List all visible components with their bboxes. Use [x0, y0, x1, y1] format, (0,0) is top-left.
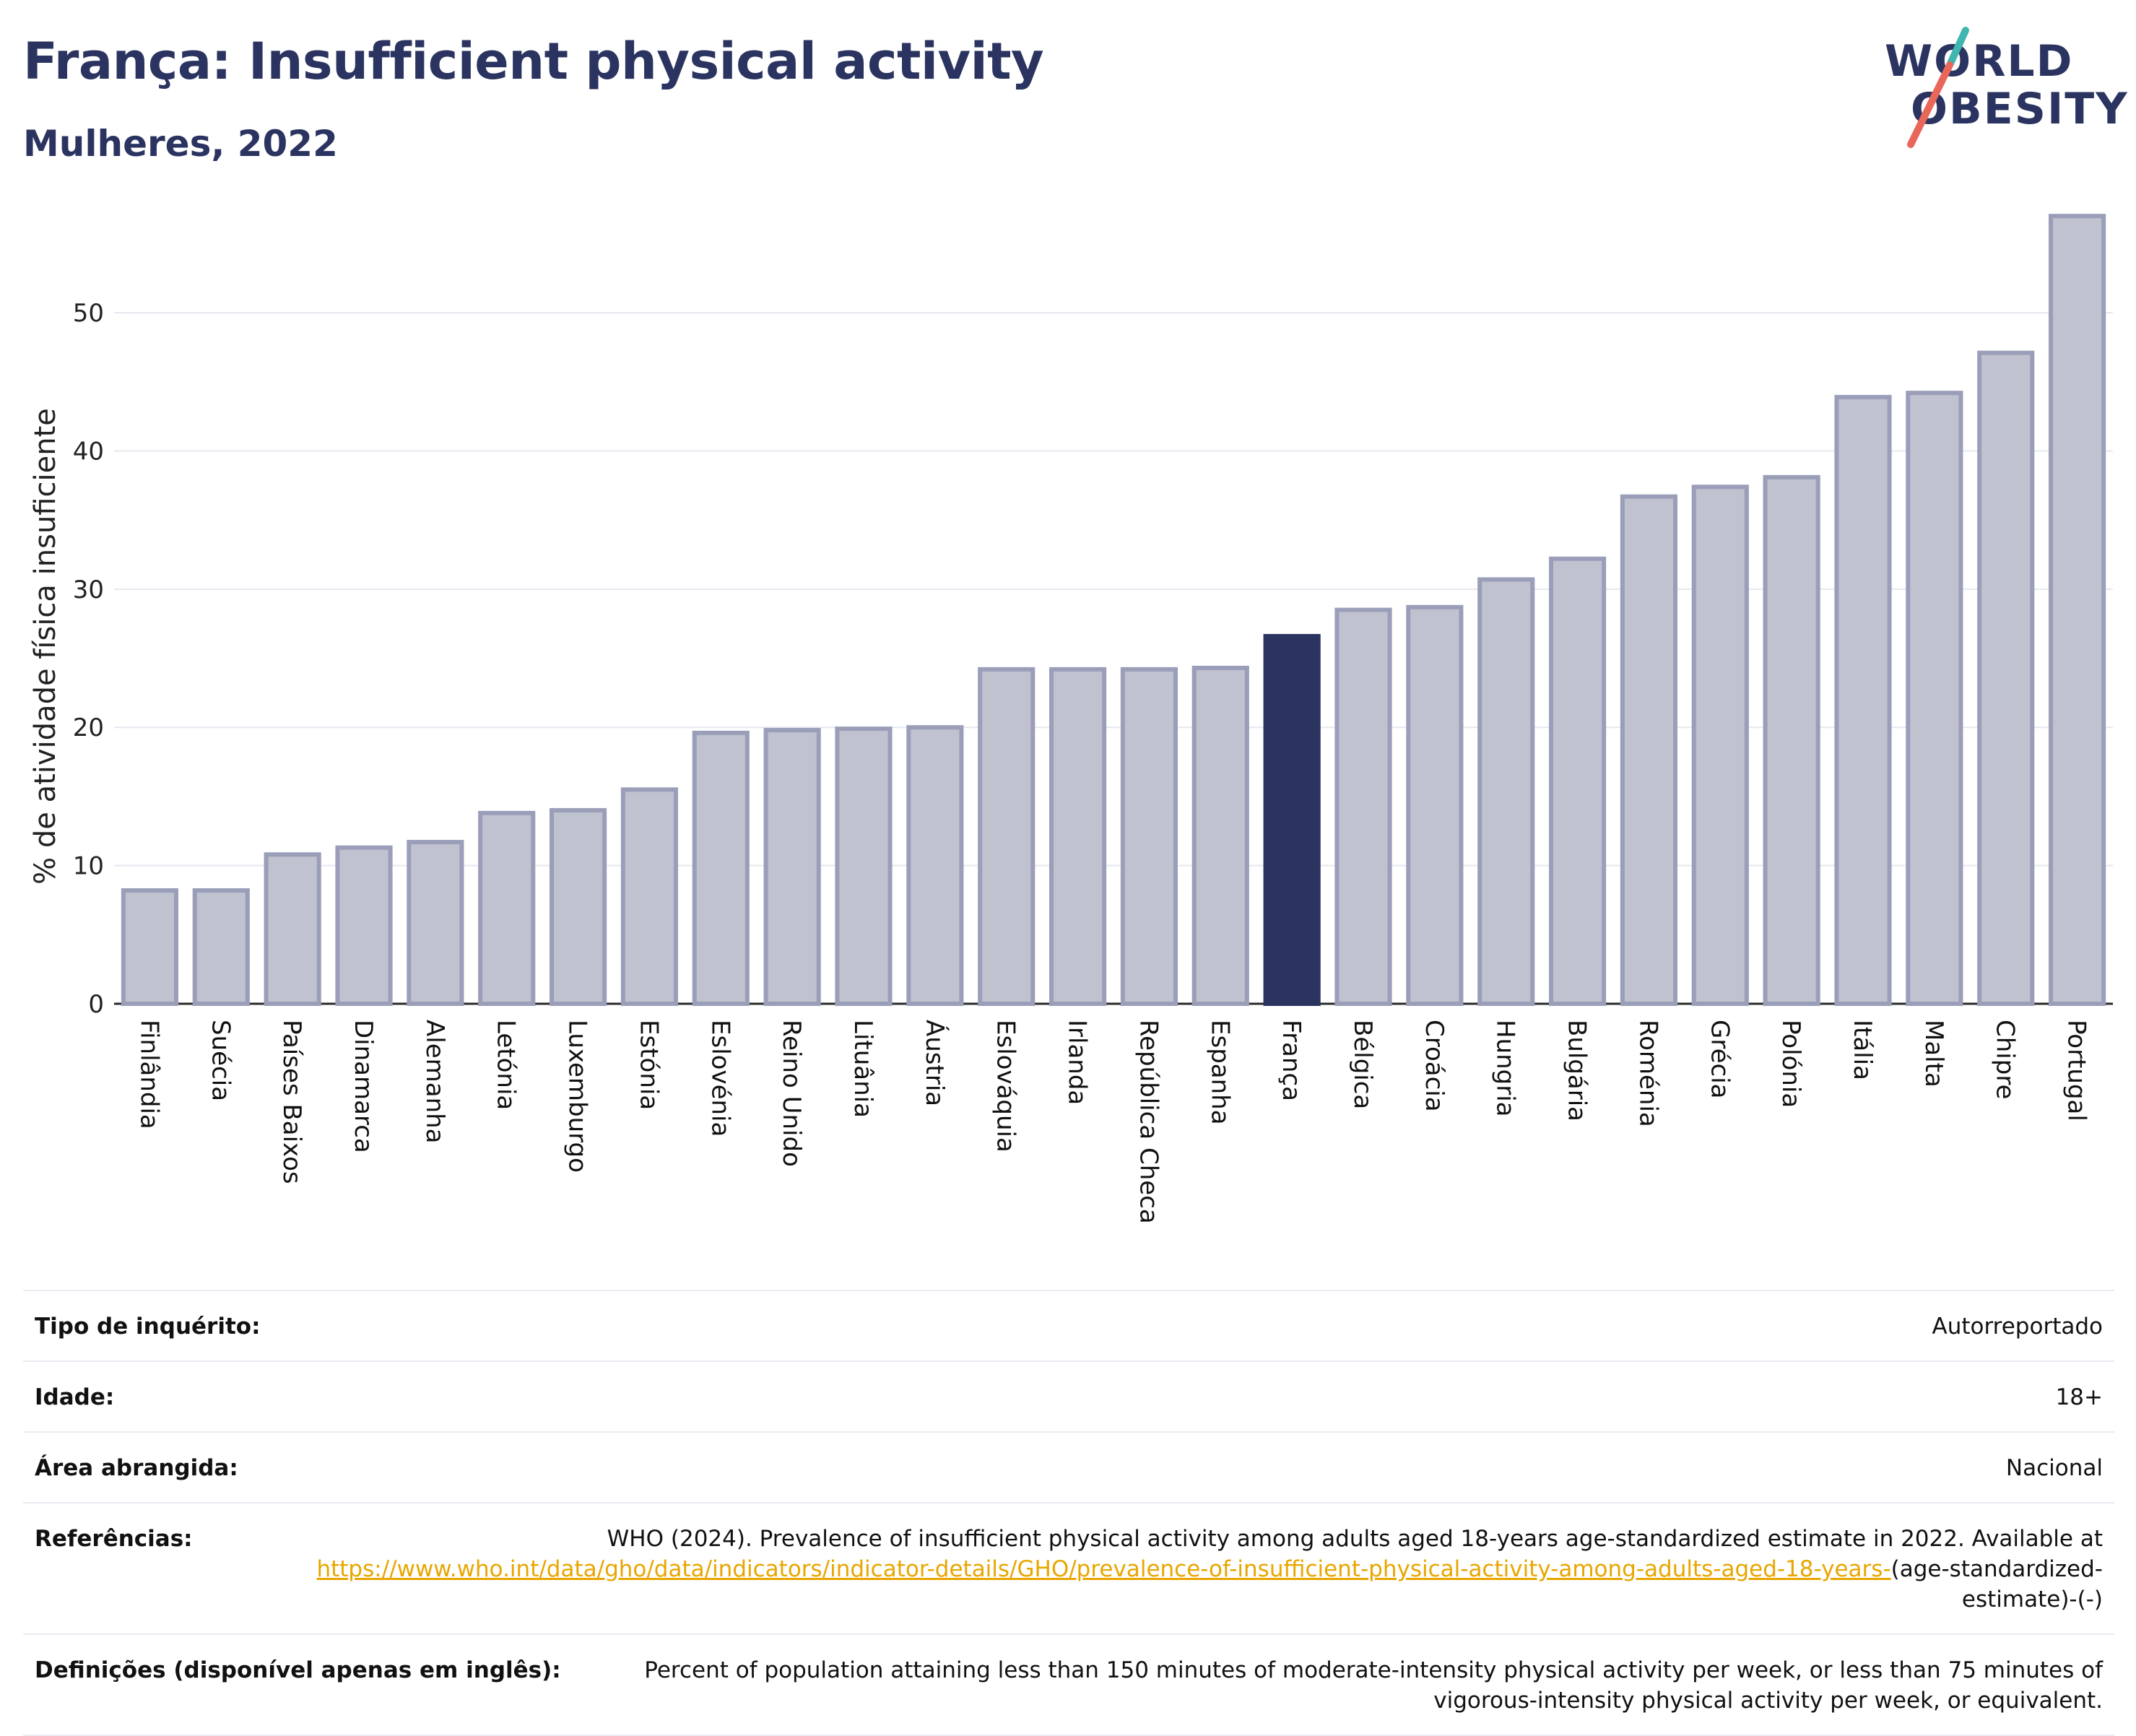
- meta-label: Idade:: [35, 1384, 115, 1410]
- meta-label: Definições (disponível apenas em inglês)…: [35, 1657, 561, 1683]
- meta-value: WHO (2024). Prevalence of insufficient p…: [236, 1524, 2103, 1615]
- x-axis-labels: Finlândia Suécia Países Baixos Dinamarca Ale…: [134, 1020, 2091, 1224]
- y-tick-label: 30: [73, 576, 104, 604]
- bar-polónia: [1763, 474, 1820, 1006]
- meta-row-survey-type: Tipo de inquérito: Autorreportado: [23, 1291, 2114, 1362]
- bar-hungria: [1477, 577, 1535, 1006]
- bar-eslovénia: [692, 730, 750, 1006]
- reference-text: WHO (2024). Prevalence of insufficient p…: [607, 1526, 2103, 1552]
- x-tick-label: Irlanda: [1063, 1020, 1092, 1105]
- x-tick-label: Finlândia: [134, 1020, 163, 1129]
- x-tick-label: Áustria: [920, 1020, 950, 1106]
- meta-row-area: Área abrangida: Nacional: [23, 1433, 2114, 1503]
- meta-value: Autorreportado: [1932, 1314, 2104, 1340]
- meta-value: Nacional: [2005, 1455, 2103, 1481]
- logo-slash-icon: [1907, 27, 1969, 148]
- reference-suffix: (age-standardized-estimate)-(-): [1890, 1556, 2103, 1613]
- bar-eslováquia: [978, 667, 1036, 1006]
- logo-line-1: WORLD: [1885, 36, 2074, 87]
- x-tick-label: Letónia: [492, 1020, 521, 1110]
- x-tick-label: Roménia: [1633, 1020, 1662, 1127]
- bar-portugal: [2048, 214, 2106, 1006]
- bar-letónia: [478, 810, 536, 1006]
- meta-label: Referências:: [35, 1526, 193, 1552]
- x-tick-label: Reino Unido: [777, 1020, 806, 1167]
- bar-frança: [1263, 633, 1321, 1006]
- x-tick-label: Espanha: [1205, 1020, 1234, 1125]
- chart-subtitle: Mulheres, 2022: [23, 123, 338, 165]
- x-tick-label: República Checa: [1134, 1020, 1163, 1224]
- bar-bélgica: [1334, 607, 1392, 1006]
- bar-república-checa: [1120, 667, 1178, 1006]
- x-tick-label: Países Baixos: [277, 1020, 306, 1184]
- x-tick-label: França: [1277, 1020, 1306, 1101]
- x-tick-label: Hungria: [1491, 1020, 1520, 1117]
- meta-row-age: Idade: 18+: [23, 1362, 2114, 1433]
- bar-chipre: [1977, 350, 2035, 1006]
- bars: [121, 214, 2106, 1007]
- meta-row-references: Referências: WHO (2024). Prevalence of i…: [23, 1503, 2114, 1635]
- x-tick-label: Malta: [1919, 1020, 1948, 1088]
- bar-chart: 0 10 20 30 40 50 Finlândia Suécia Países Baixos…: [29, 214, 2113, 1224]
- bar-malta: [1906, 391, 1963, 1006]
- world-obesity-logo: WORLD OBESITY: [1885, 22, 2127, 152]
- bar-croácia: [1406, 604, 1464, 1006]
- x-tick-label: Chipre: [1991, 1020, 2020, 1099]
- meta-value: Percent of population attaining less tha…: [644, 1657, 2103, 1714]
- y-tick-label: 10: [73, 852, 104, 881]
- reference-link[interactable]: https://www.who.int/data/gho/data/indica…: [316, 1556, 1891, 1582]
- x-tick-label: Polónia: [1776, 1020, 1805, 1108]
- x-tick-label: Eslovénia: [706, 1020, 734, 1137]
- bar-roménia: [1620, 494, 1678, 1006]
- x-tick-label: Dinamarca: [349, 1020, 378, 1153]
- meta-row-definitions: Definições (disponível apenas em inglês)…: [23, 1635, 2114, 1736]
- bar-países-baixos: [264, 852, 321, 1007]
- x-tick-label: Estónia: [634, 1020, 663, 1110]
- x-tick-label: Alemanha: [420, 1020, 449, 1144]
- x-tick-label: Bélgica: [1348, 1020, 1377, 1109]
- bar-finlândia: [121, 888, 179, 1006]
- x-tick-label: Bulgária: [1563, 1020, 1592, 1121]
- y-tick-label: 0: [88, 990, 104, 1019]
- bar-itália: [1834, 394, 1892, 1006]
- x-tick-label: Itália: [1848, 1020, 1877, 1080]
- y-axis-ticks: 0 10 20 30 40 50: [73, 299, 104, 1019]
- bar-áustria: [906, 725, 964, 1006]
- meta-label: Área abrangida:: [35, 1455, 238, 1481]
- x-tick-label: Luxemburgo: [563, 1020, 592, 1173]
- bar-luxemburgo: [549, 808, 607, 1006]
- x-tick-label: Lituânia: [848, 1020, 877, 1118]
- bar-irlanda: [1049, 667, 1107, 1006]
- bar-reino-unido: [763, 728, 821, 1006]
- x-tick-label: Portugal: [2062, 1020, 2091, 1121]
- y-tick-label: 20: [73, 713, 104, 742]
- meta-label: Tipo de inquérito:: [35, 1314, 261, 1340]
- y-tick-label: 40: [73, 437, 104, 466]
- x-tick-label: Suécia: [206, 1020, 235, 1101]
- y-axis-title: % de atividade física insuficiente: [29, 408, 62, 885]
- x-tick-label: Eslováquia: [991, 1020, 1020, 1153]
- x-tick-label: Grécia: [1705, 1020, 1734, 1098]
- bar-espanha: [1191, 665, 1249, 1007]
- bar-estónia: [620, 787, 679, 1006]
- metadata-table: Tipo de inquérito: Autorreportado Idade:…: [23, 1290, 2114, 1736]
- bar-bulgária: [1548, 556, 1607, 1006]
- y-tick-label: 50: [73, 299, 104, 328]
- chart-title: França: Insufficient physical activity: [23, 32, 1044, 91]
- bar-grécia: [1691, 485, 1749, 1006]
- bar-alemanha: [407, 840, 464, 1006]
- bar-suécia: [192, 888, 250, 1006]
- meta-value: 18+: [2055, 1384, 2103, 1410]
- bar-dinamarca: [335, 845, 393, 1007]
- x-tick-label: Croácia: [1420, 1020, 1449, 1112]
- logo-line-2: OBESITY: [1911, 84, 2129, 134]
- bar-lituânia: [835, 726, 893, 1006]
